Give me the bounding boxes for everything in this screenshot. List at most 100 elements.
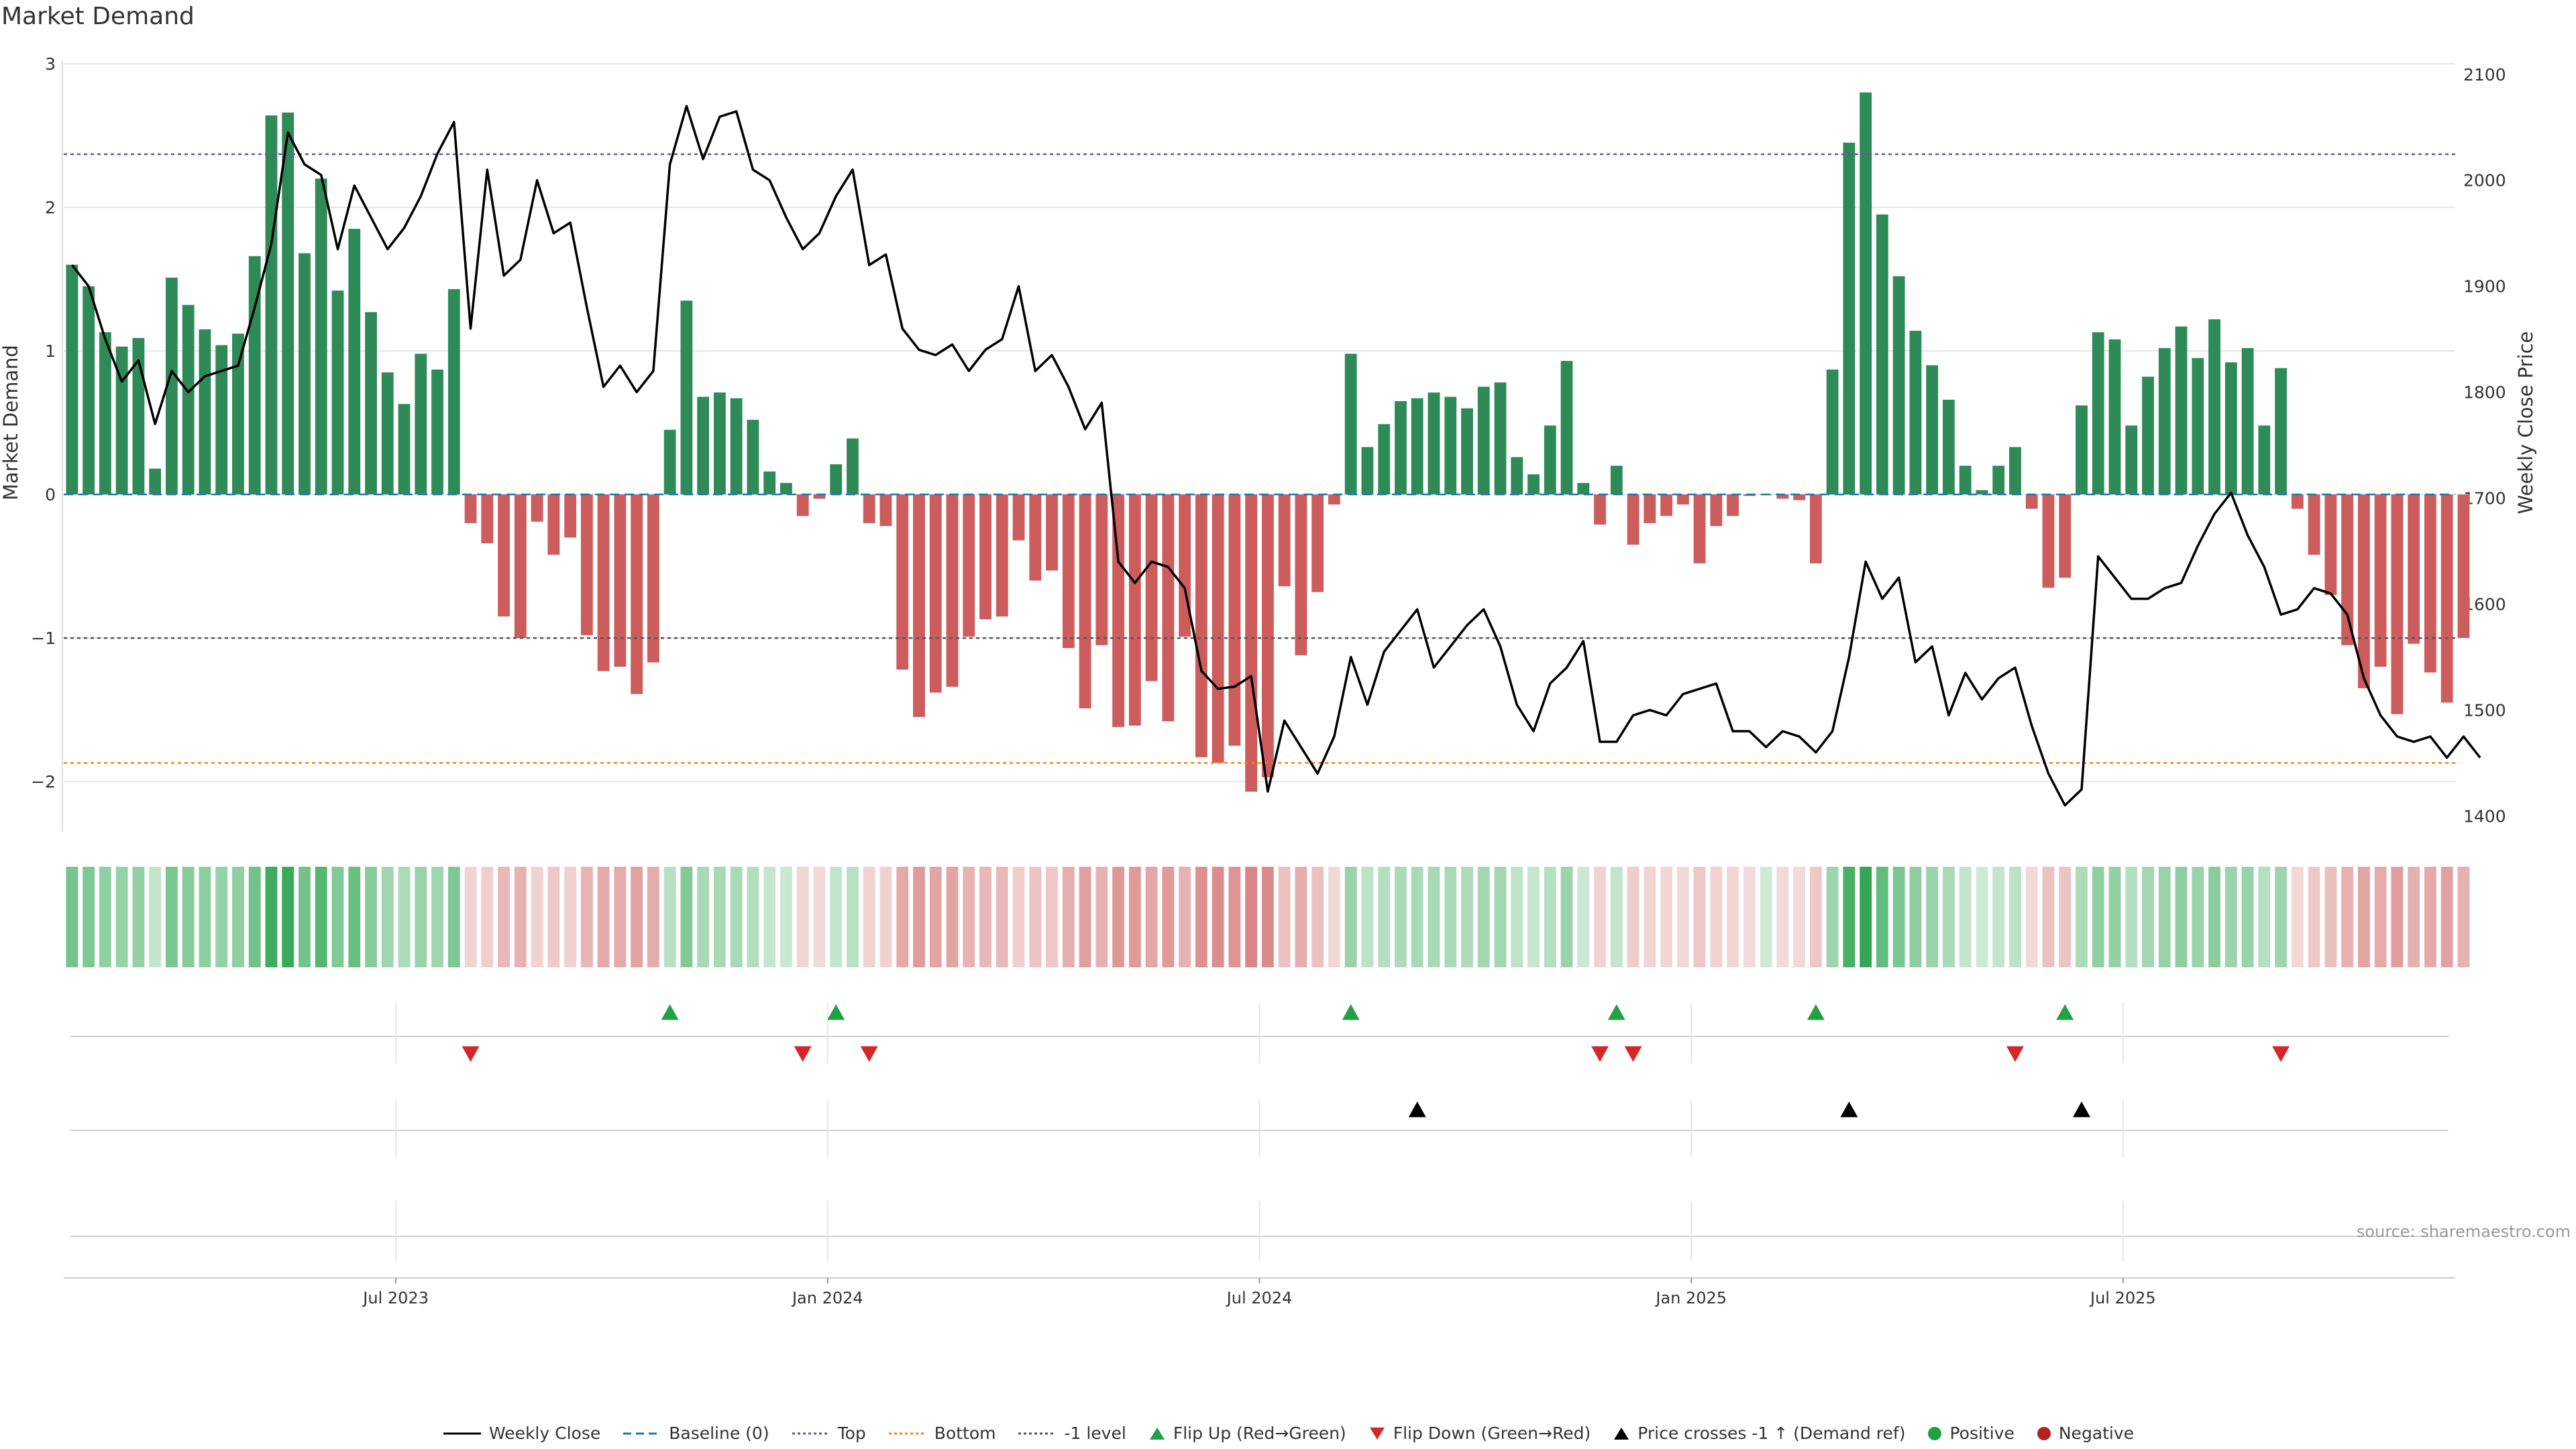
- demand-bar: [896, 494, 909, 670]
- demand-bar: [99, 332, 111, 495]
- heat-cell: [2275, 867, 2287, 967]
- heat-cell: [398, 867, 411, 967]
- demand-bar: [2059, 494, 2072, 578]
- y-tick-label: 1: [45, 341, 56, 361]
- heat-cell: [2291, 867, 2304, 967]
- heat-cell: [614, 867, 627, 967]
- heat-cell: [365, 867, 377, 967]
- heat-cell: [1112, 867, 1124, 967]
- demand-bar: [2324, 494, 2337, 595]
- demand-bar: [1627, 494, 1640, 545]
- flip-down-marker: [1591, 1046, 1609, 1062]
- demand-bar: [2042, 494, 2055, 588]
- demand-bar: [747, 419, 759, 495]
- legend-item: Baseline (0): [622, 1424, 769, 1443]
- demand-bar: [1594, 494, 1606, 525]
- heat-cell: [315, 867, 327, 967]
- demand-bar: [1328, 494, 1340, 505]
- y2-tick-label: 1800: [2463, 383, 2506, 402]
- heat-cell: [1012, 867, 1025, 967]
- demand-bar: [1228, 494, 1241, 746]
- chart-legend: Weekly Close Baseline (0) Top Bottom -1 leve…: [0, 1424, 2576, 1443]
- heat-cell: [830, 867, 843, 967]
- legend-item: -1 level: [1017, 1424, 1126, 1443]
- heat-cell: [680, 867, 693, 967]
- heat-cell: [547, 867, 560, 967]
- heat-cell: [66, 867, 78, 967]
- heat-cell: [1228, 867, 1241, 967]
- heat-cell: [1660, 867, 1672, 967]
- demand-bar: [547, 494, 560, 555]
- legend-swatch: [888, 1432, 926, 1434]
- heat-cell: [415, 867, 427, 967]
- heat-cell: [896, 867, 909, 967]
- demand-bar: [66, 264, 78, 495]
- legend-item: Positive: [1927, 1424, 2015, 1443]
- heat-cell: [2308, 867, 2320, 967]
- demand-bar: [1444, 396, 1457, 495]
- heat-cell: [1676, 867, 1689, 967]
- flip-down-marker: [462, 1046, 480, 1062]
- heat-cell: [597, 867, 610, 967]
- demand-bar: [597, 494, 610, 672]
- heat-cell: [1212, 867, 1224, 967]
- demand-bar: [1676, 494, 1689, 505]
- y2-tick-label: 1900: [2463, 277, 2506, 297]
- heat-cell: [1594, 867, 1606, 967]
- demand-bar: [1095, 494, 1108, 645]
- demand-bar: [1378, 424, 1391, 495]
- heat-cell: [2258, 867, 2271, 967]
- heat-cell: [2224, 867, 2237, 967]
- demand-bar: [299, 253, 311, 495]
- price-cross-marker: [1840, 1102, 1858, 1118]
- flip-down-marker: [2272, 1046, 2290, 1062]
- y-tick-label: 3: [45, 54, 56, 74]
- demand-bar: [580, 494, 593, 635]
- heat-cell: [879, 867, 892, 967]
- heat-cell: [464, 867, 477, 967]
- heat-cell: [2208, 867, 2220, 967]
- demand-bar: [1660, 494, 1672, 517]
- demand-bar: [2108, 339, 2121, 495]
- demand-bar: [1245, 494, 1258, 792]
- demand-bar: [1079, 494, 1091, 708]
- demand-bar: [1860, 92, 1872, 495]
- demand-bar: [1943, 399, 1955, 495]
- demand-bar: [631, 494, 643, 694]
- heat-cell: [1577, 867, 1590, 967]
- heat-cell: [2241, 867, 2254, 967]
- demand-bar: [2374, 494, 2387, 667]
- y-axis-title: Market Demand: [0, 345, 22, 500]
- demand-bar: [1959, 466, 1972, 495]
- heat-cell: [331, 867, 344, 967]
- heat-cell: [431, 867, 443, 967]
- heat-cell: [498, 867, 510, 967]
- demand-bar: [1162, 494, 1175, 722]
- demand-bar: [2424, 494, 2436, 673]
- legend-label: Flip Up (Red→Green): [1173, 1424, 1346, 1443]
- legend-label: -1 level: [1064, 1424, 1126, 1443]
- heat-cell: [813, 867, 826, 967]
- flip-down-marker: [2006, 1046, 2024, 1062]
- legend-swatch: [1928, 1426, 1942, 1440]
- demand-bar: [331, 290, 344, 495]
- heat-cell: [1843, 867, 1856, 967]
- demand-bar: [464, 494, 477, 523]
- demand-bar: [1876, 214, 1888, 495]
- y2-tick-label: 2000: [2463, 171, 2506, 191]
- demand-bar: [83, 286, 95, 495]
- demand-bar: [1544, 425, 1556, 495]
- heat-cell: [979, 867, 991, 967]
- legend-swatch: [792, 1432, 830, 1434]
- flip-up-marker: [1342, 1004, 1360, 1020]
- heat-cell: [1278, 867, 1291, 967]
- heat-cell: [348, 867, 361, 967]
- heat-cell: [580, 867, 593, 967]
- heat-cell: [1128, 867, 1141, 967]
- demand-bar: [830, 464, 843, 495]
- demand-bar: [647, 494, 659, 663]
- heat-cell: [1444, 867, 1457, 967]
- heat-cell: [1943, 867, 1955, 967]
- demand-bar: [166, 277, 178, 495]
